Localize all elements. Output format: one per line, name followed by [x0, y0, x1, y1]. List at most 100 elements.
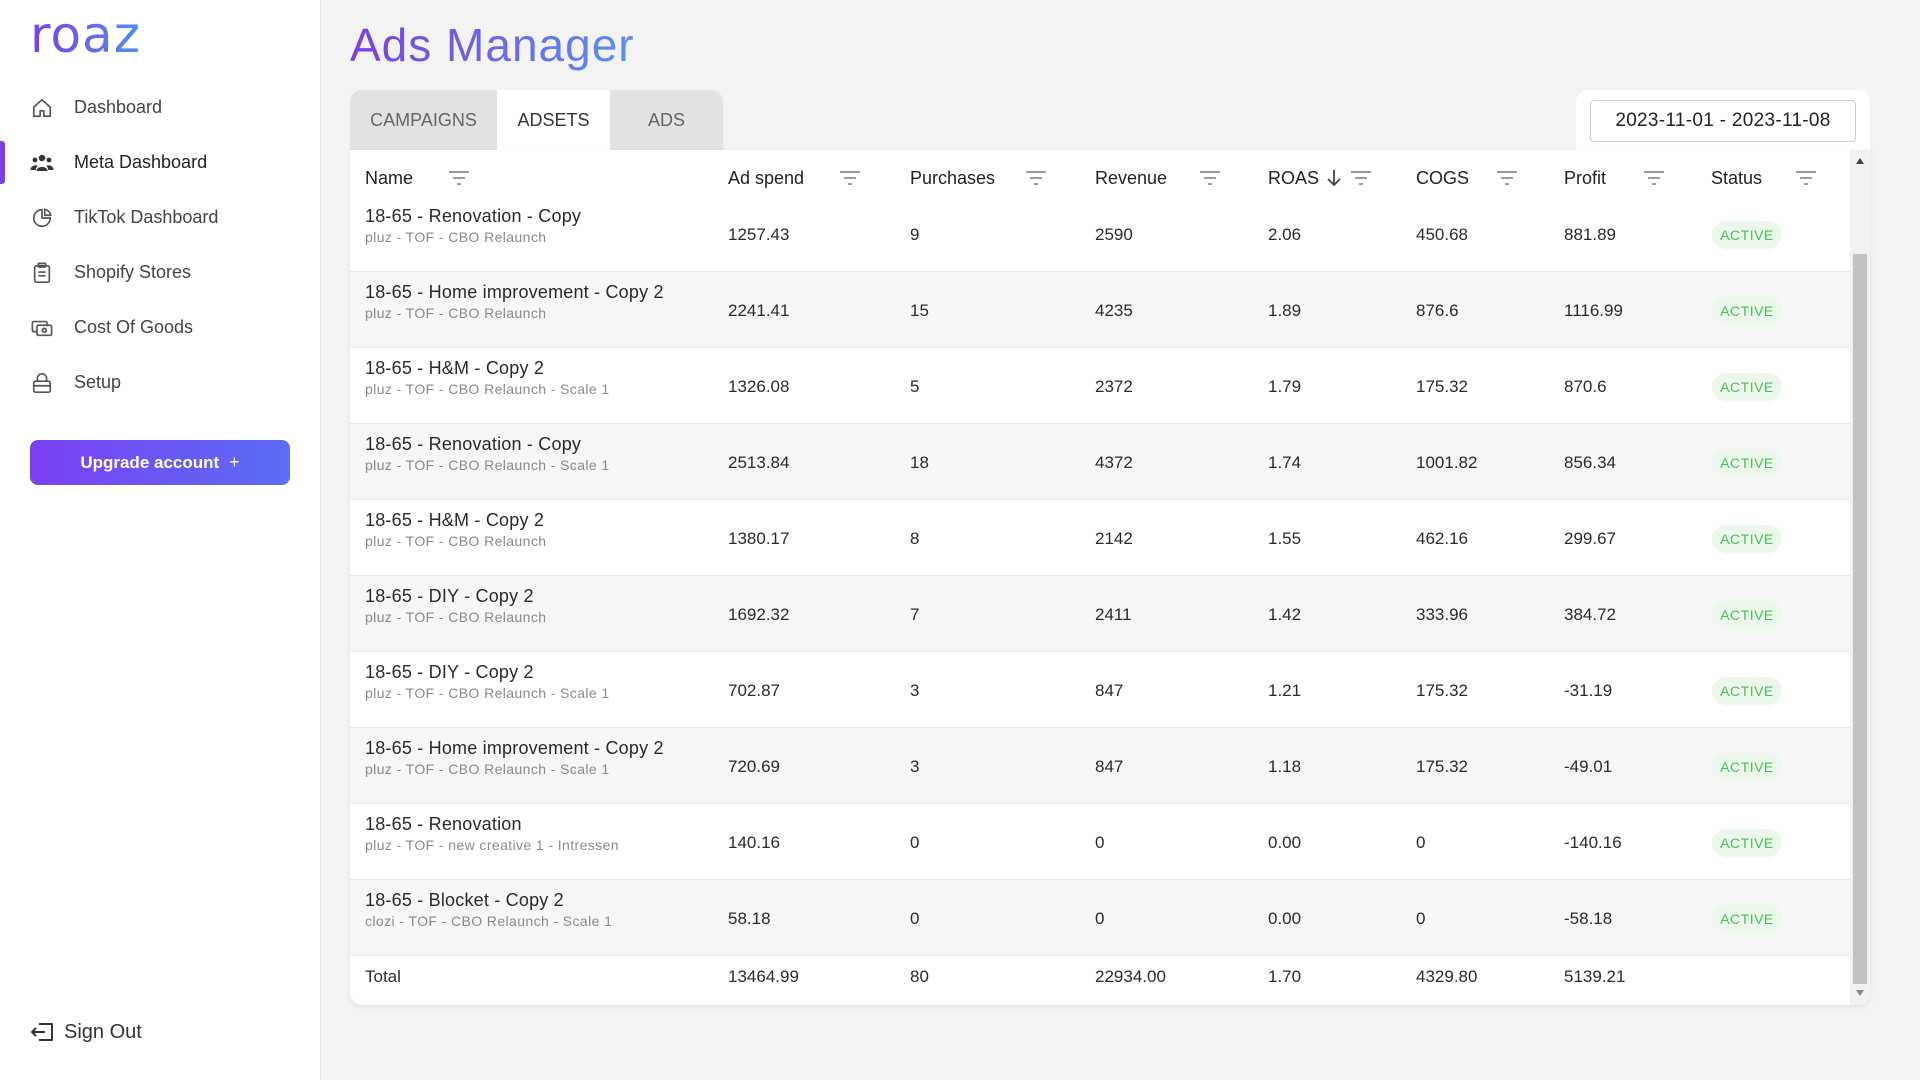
table-row[interactable]: 18-65 - Home improvement - Copy 2 pluz - … [350, 272, 1850, 348]
adset-name[interactable]: 18-65 - Blocket - Copy 2 [365, 890, 564, 910]
sign-out-button[interactable]: Sign Out [30, 1020, 142, 1044]
sign-out-label: Sign Out [64, 1020, 142, 1043]
cell-profit: -49.01 [1564, 757, 1613, 776]
table-row[interactable]: 18-65 - Renovation pluz - TOF - new creat… [350, 804, 1850, 880]
sign-out-icon [31, 1023, 53, 1041]
cell-cogs: 175.32 [1416, 681, 1468, 700]
table-row[interactable]: 18-65 - Blocket - Copy 2 clozi - TOF - CB… [350, 880, 1850, 956]
campaign-name: pluz - TOF - CBO Relaunch [365, 609, 547, 625]
filter-icon[interactable] [1795, 170, 1817, 186]
scroll-up-arrow-icon[interactable] [1856, 158, 1864, 164]
adset-name[interactable]: 18-65 - Renovation [365, 814, 522, 834]
sidebar-item-label: Shopify Stores [74, 262, 192, 282]
sidebar-item-label: Meta Dashboard [74, 152, 208, 172]
date-range-picker[interactable]: 2023-11-01 - 2023-11-08 [1590, 100, 1856, 142]
cell-purchases: 7 [910, 605, 920, 624]
upgrade-account-button[interactable]: Upgrade account + [30, 440, 290, 485]
cell-roas: 0.00 [1268, 833, 1302, 852]
table-row[interactable]: 18-65 - H&M - Copy 2 pluz - TOF - CBO Rel… [350, 500, 1850, 576]
cell-ad-spend: 1380.17 [728, 529, 790, 548]
cell-revenue: 847 [1095, 681, 1124, 700]
cell-ad-spend: 720.69 [728, 757, 780, 776]
status-badge: ACTIVE [1712, 297, 1782, 325]
users-icon [30, 151, 54, 175]
total-profit: 5139.21 [1564, 967, 1626, 986]
filter-icon[interactable] [839, 170, 861, 186]
table-row[interactable]: 18-65 - H&M - Copy 2 pluz - TOF - CBO Rel… [350, 348, 1850, 424]
cell-roas: 0.00 [1268, 909, 1302, 928]
adset-name[interactable]: 18-65 - Home improvement - Copy 2 [365, 282, 664, 302]
campaign-name: pluz - TOF - CBO Relaunch [365, 305, 547, 321]
table-row[interactable]: 18-65 - Home improvement - Copy 2 pluz - … [350, 728, 1850, 804]
cell-profit: 299.67 [1564, 529, 1616, 548]
column-header-roas-label: ROAS [1268, 167, 1320, 188]
table-row[interactable]: 18-65 - Renovation - Copy pluz - TOF - CB… [350, 206, 1850, 272]
table-row[interactable]: 18-65 - Renovation - Copy pluz - TOF - CB… [350, 424, 1850, 500]
sidebar-item-shopify-stores[interactable]: Shopify Stores [0, 245, 321, 300]
cell-profit: 1116.99 [1564, 301, 1623, 320]
filter-icon[interactable] [1496, 170, 1518, 186]
cell-ad-spend: 1692.32 [728, 605, 790, 624]
upgrade-account-label: Upgrade account [80, 452, 220, 472]
cell-roas: 1.89 [1268, 301, 1302, 320]
column-header-name[interactable]: Name [365, 167, 414, 188]
adset-name[interactable]: 18-65 - DIY - Copy 2 [365, 662, 534, 682]
cell-roas: 1.55 [1268, 529, 1302, 548]
adset-name[interactable]: 18-65 - Home improvement - Copy 2 [365, 738, 664, 758]
cell-ad-spend: 702.87 [728, 681, 780, 700]
sidebar-item-cost-of-goods[interactable]: Cost Of Goods [0, 300, 321, 355]
filter-icon[interactable] [448, 170, 470, 186]
adset-name[interactable]: 18-65 - H&M - Copy 2 [365, 510, 545, 530]
sidebar-item-setup[interactable]: Setup [0, 355, 321, 410]
sidebar-item-dashboard[interactable]: Dashboard [0, 80, 321, 135]
table-scrollbar[interactable] [1850, 150, 1870, 1005]
cell-profit: -31.19 [1564, 681, 1613, 700]
table-row[interactable]: 18-65 - DIY - Copy 2 pluz - TOF - CBO Rel… [350, 652, 1850, 728]
campaign-name: pluz - TOF - CBO Relaunch [365, 229, 547, 245]
filter-icon[interactable] [1643, 170, 1665, 186]
total-purchases: 80 [910, 967, 929, 986]
adset-name[interactable]: 18-65 - H&M - Copy 2 [365, 358, 545, 378]
scrollbar-thumb[interactable] [1853, 254, 1867, 984]
column-header-status[interactable]: Status [1711, 167, 1763, 188]
cell-purchases: 5 [910, 377, 920, 396]
sidebar-item-meta-dashboard[interactable]: Meta Dashboard [0, 135, 321, 190]
cell-cogs: 462.16 [1416, 529, 1468, 548]
cell-purchases: 9 [910, 225, 920, 244]
tab-campaigns[interactable]: CAMPAIGNS [370, 109, 477, 130]
table-row[interactable]: 18-65 - DIY - Copy 2 pluz - TOF - CBO Rel… [350, 576, 1850, 652]
column-header-profit[interactable]: Profit [1564, 167, 1607, 188]
status-badge: ACTIVE [1712, 373, 1782, 401]
cell-profit: 856.34 [1564, 453, 1616, 472]
cell-revenue: 2411 [1095, 605, 1132, 624]
total-revenue: 22934.00 [1095, 967, 1166, 986]
filter-icon[interactable] [1025, 170, 1047, 186]
column-header-ad-spend[interactable]: Ad spend [728, 167, 805, 188]
adset-name[interactable]: 18-65 - Renovation - Copy [365, 206, 582, 226]
status-badge: ACTIVE [1712, 677, 1782, 705]
sidebar-item-tiktok-dashboard[interactable]: TikTok Dashboard [0, 190, 321, 245]
sidebar-nav: Dashboard Meta Dashboard TikTok Dashboar… [0, 80, 321, 410]
scroll-down-arrow-icon[interactable] [1856, 990, 1864, 996]
column-header-roas[interactable]: ROAS [1268, 150, 1341, 206]
tab-adsets[interactable]: ADSETS [497, 90, 610, 150]
plus-icon: + [229, 452, 240, 472]
cell-cogs: 450.68 [1416, 225, 1468, 244]
column-header-purchases[interactable]: Purchases [910, 167, 996, 188]
filter-icon[interactable] [1199, 170, 1221, 186]
adset-name[interactable]: 18-65 - Renovation - Copy [365, 434, 582, 454]
table-header: Name Ad spend Purchases Revenue ROAS COG… [350, 150, 1850, 206]
column-header-revenue[interactable]: Revenue [1095, 167, 1168, 188]
cell-cogs: 175.32 [1416, 757, 1468, 776]
total-label: Total [365, 967, 401, 986]
column-header-cogs[interactable]: COGS [1416, 167, 1470, 188]
adset-name[interactable]: 18-65 - DIY - Copy 2 [365, 586, 534, 606]
app-logo[interactable]: roaz [30, 6, 141, 64]
sort-descending-icon[interactable] [1327, 169, 1341, 187]
cell-revenue: 4372 [1095, 453, 1133, 472]
cell-purchases: 8 [910, 529, 920, 548]
cell-profit: 870.6 [1564, 377, 1607, 396]
cell-revenue: 847 [1095, 757, 1124, 776]
tab-ads[interactable]: ADS [647, 109, 685, 130]
filter-icon[interactable] [1350, 170, 1372, 186]
